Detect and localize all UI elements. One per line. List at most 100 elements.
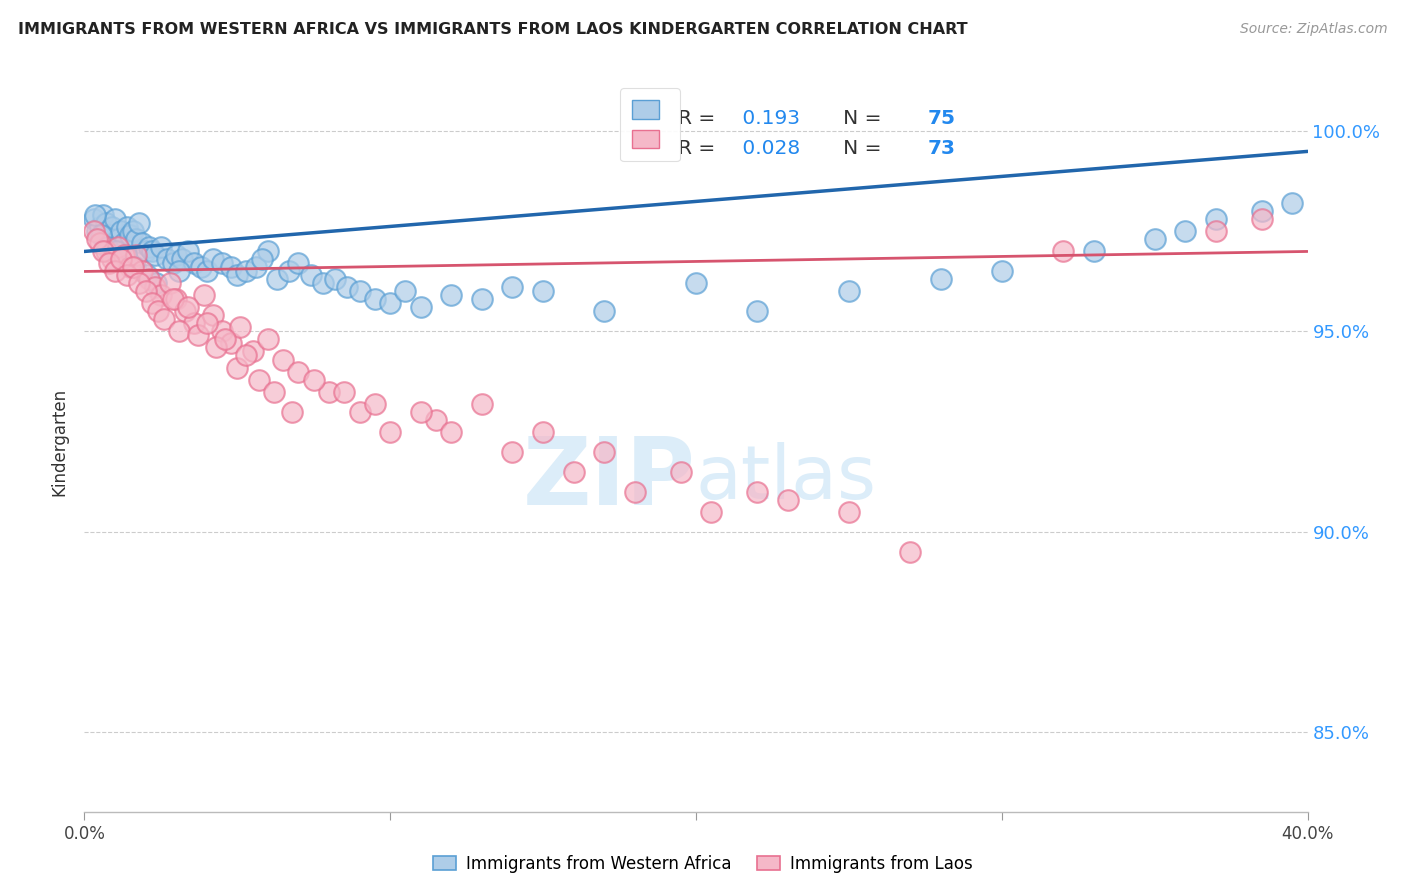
Text: 0.028: 0.028 <box>737 138 800 158</box>
Point <box>104 212 127 227</box>
Point <box>145 277 167 291</box>
Point <box>211 256 233 270</box>
Point <box>183 317 205 331</box>
Point <box>122 224 145 238</box>
Point <box>107 240 129 254</box>
Point <box>1250 204 1272 219</box>
Point <box>364 293 387 307</box>
Point <box>235 349 257 363</box>
Point <box>333 384 356 399</box>
Point <box>229 320 252 334</box>
Point <box>86 232 108 246</box>
Y-axis label: Kindergarten: Kindergarten <box>51 387 69 496</box>
Point <box>287 256 309 270</box>
Point <box>1052 244 1074 259</box>
Point <box>195 317 218 331</box>
Point <box>153 312 176 326</box>
Point <box>219 336 242 351</box>
Point <box>747 484 769 499</box>
Point <box>1174 224 1197 238</box>
Point <box>562 465 585 479</box>
Point <box>86 224 108 238</box>
Point <box>440 288 463 302</box>
Point <box>135 244 157 259</box>
Point <box>323 272 346 286</box>
Point <box>143 280 166 294</box>
Point <box>89 236 111 251</box>
Point <box>991 264 1014 278</box>
Text: Source: ZipAtlas.com: Source: ZipAtlas.com <box>1240 22 1388 37</box>
Point <box>409 404 432 418</box>
Text: atlas: atlas <box>696 442 877 515</box>
Point <box>502 280 524 294</box>
Point <box>125 248 148 262</box>
Point <box>110 224 132 238</box>
Point <box>112 236 135 251</box>
Point <box>167 325 190 339</box>
Point <box>263 384 285 399</box>
Point <box>776 492 799 507</box>
Point <box>838 505 860 519</box>
Point <box>128 216 150 230</box>
Point <box>190 260 212 275</box>
Point <box>226 268 249 283</box>
Point <box>125 232 148 246</box>
Point <box>226 360 249 375</box>
Point <box>177 301 200 315</box>
Point <box>669 465 692 479</box>
Point <box>336 280 359 294</box>
Point <box>471 293 494 307</box>
Point <box>186 328 208 343</box>
Point <box>122 260 145 275</box>
Point <box>205 341 228 355</box>
Point <box>257 333 280 347</box>
Point <box>318 384 340 399</box>
Point <box>115 220 138 235</box>
Point <box>593 444 616 458</box>
Point <box>136 268 159 283</box>
Text: N =: N = <box>824 138 889 158</box>
Point <box>266 272 288 286</box>
Point <box>929 272 952 286</box>
Point <box>312 277 335 291</box>
Point <box>128 277 150 291</box>
Point <box>94 244 117 259</box>
Point <box>201 252 224 267</box>
Point <box>193 288 215 302</box>
Point <box>146 304 169 318</box>
Point <box>97 256 120 270</box>
Point <box>1083 244 1105 259</box>
Point <box>84 209 107 223</box>
Point <box>364 396 387 410</box>
Point <box>531 285 554 299</box>
Point <box>141 244 163 259</box>
Point <box>83 212 105 227</box>
Point <box>96 240 118 254</box>
Point <box>174 304 197 318</box>
Point <box>247 372 270 386</box>
Point <box>165 293 187 307</box>
Point <box>1250 212 1272 227</box>
Legend: Immigrants from Western Africa, Immigrants from Laos: Immigrants from Western Africa, Immigran… <box>426 848 980 880</box>
Point <box>120 228 142 243</box>
Point <box>83 224 105 238</box>
Point <box>131 236 153 251</box>
Point <box>201 309 224 323</box>
Point <box>162 293 184 307</box>
Point <box>183 256 205 270</box>
Point <box>700 505 723 519</box>
Point <box>250 252 273 267</box>
Point <box>349 285 371 299</box>
Point <box>156 252 179 267</box>
Point <box>1205 212 1227 227</box>
Point <box>105 244 128 259</box>
Text: 73: 73 <box>927 138 955 158</box>
Text: 0.193: 0.193 <box>737 109 800 128</box>
Point <box>394 285 416 299</box>
Point <box>245 260 267 275</box>
Point <box>149 240 172 254</box>
Point <box>90 228 112 243</box>
Point <box>91 244 114 259</box>
Point <box>281 404 304 418</box>
Point <box>172 252 194 267</box>
